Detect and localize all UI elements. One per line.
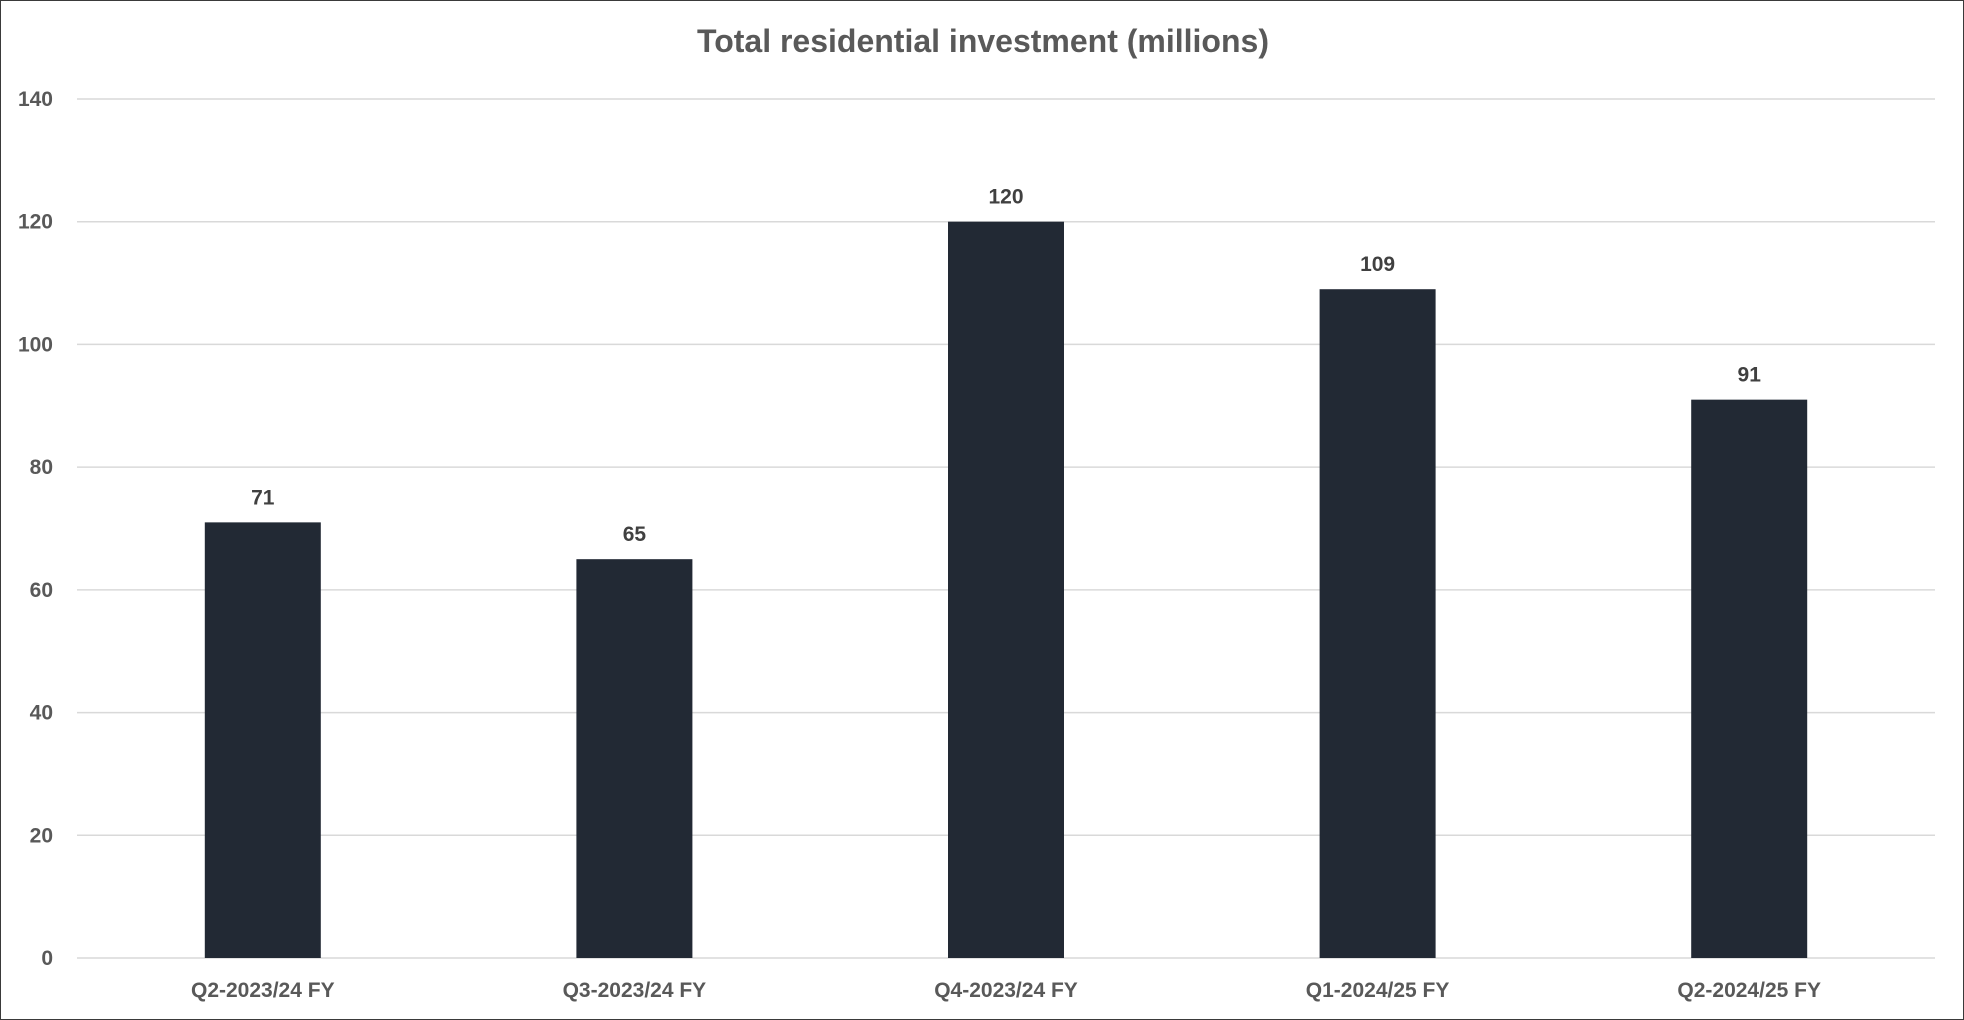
bar <box>948 221 1064 958</box>
data-label: 91 <box>1738 364 1762 387</box>
y-tick-label: 120 <box>18 211 53 234</box>
y-tick-label: 20 <box>30 824 53 847</box>
x-tick-label: Q2-2024/25 FY <box>1677 979 1821 1002</box>
y-tick-label: 80 <box>30 456 53 479</box>
data-label: 109 <box>1360 253 1395 276</box>
bars <box>204 221 1808 958</box>
y-tick-label: 40 <box>30 702 53 725</box>
y-tick-label: 100 <box>18 333 53 356</box>
y-tick-label: 140 <box>18 88 53 111</box>
x-tick-label: Q2-2023/24 FY <box>191 979 335 1002</box>
y-tick-label: 60 <box>30 579 53 602</box>
chart-title: Total residential investment (millions) <box>697 23 1269 59</box>
data-label: 71 <box>251 486 275 509</box>
bar <box>204 522 321 958</box>
y-tick-label: 0 <box>41 947 53 970</box>
bar <box>1691 399 1808 958</box>
x-tick-label: Q1-2024/25 FY <box>1306 979 1450 1002</box>
data-label: 120 <box>988 186 1023 209</box>
data-labels: 71 65 120 109 91 <box>251 186 1761 546</box>
bar <box>1319 289 1436 958</box>
x-tick-label: Q3-2023/24 FY <box>563 979 707 1002</box>
x-tick-label: Q4-2023/24 FY <box>934 979 1078 1002</box>
y-axis-ticks: 0 20 40 60 80 100 120 140 <box>18 88 53 970</box>
bar <box>576 559 693 958</box>
x-axis-ticks: Q2-2023/24 FY Q3-2023/24 FY Q4-2023/24 FY Q… <box>191 979 1821 1002</box>
data-label: 65 <box>623 523 647 546</box>
